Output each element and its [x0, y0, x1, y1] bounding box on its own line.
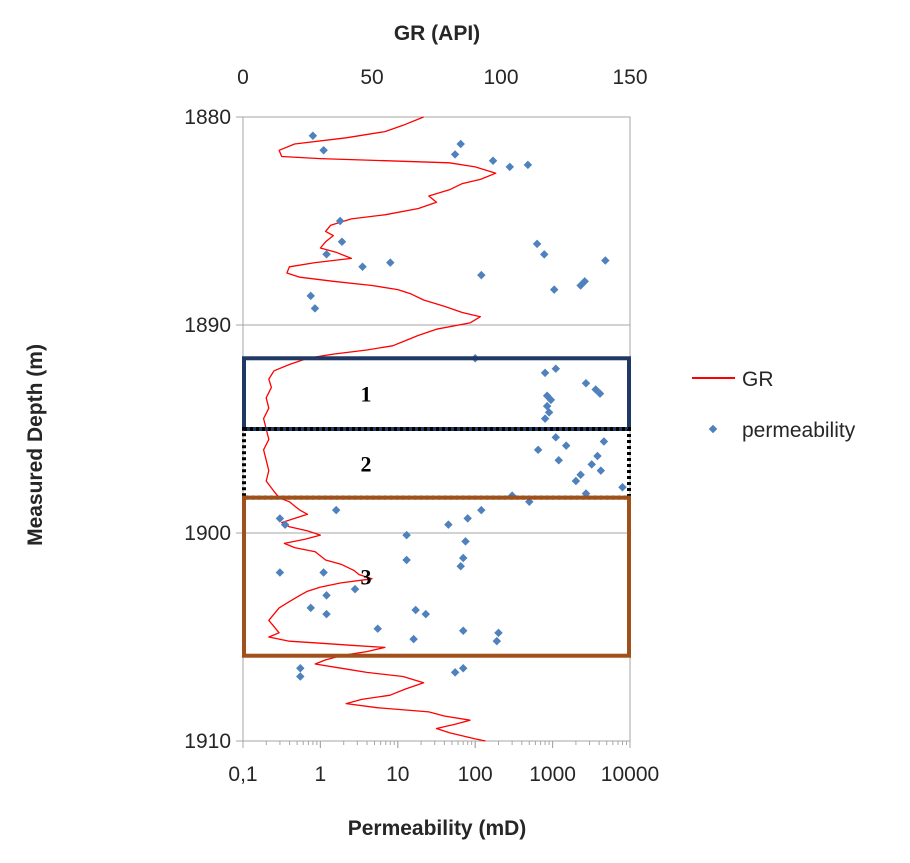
- permeability-point: [331, 505, 341, 515]
- permeability-point: [322, 591, 331, 600]
- permeability-point: [296, 663, 305, 673]
- legend-gr-label: GR: [742, 368, 774, 391]
- permeability-point: [319, 146, 328, 155]
- permeability-point: [593, 451, 602, 461]
- legend-permeability-marker: [708, 424, 718, 434]
- y-tick-label: 1910: [184, 730, 231, 753]
- permeability-point: [458, 553, 468, 563]
- permeability-point: [492, 636, 502, 646]
- permeability-point: [477, 505, 486, 515]
- permeability-point: [458, 626, 468, 636]
- permeability-point: [549, 285, 559, 294]
- permeability-point: [551, 364, 561, 373]
- permeability-point: [596, 466, 606, 475]
- bottom-tick-label: 0,1: [228, 763, 257, 786]
- bottom-tick-label: 1000: [529, 763, 576, 786]
- permeability-point: [533, 445, 543, 455]
- permeability-point: [544, 408, 554, 417]
- y-axis-ticks: 1880 1890 1900 1910: [184, 106, 231, 753]
- y-tick-label: 1890: [184, 314, 231, 337]
- zone-1-box: [242, 356, 631, 431]
- permeability-point: [540, 250, 549, 259]
- permeability-point: [532, 239, 542, 249]
- zone-2-box: [242, 427, 631, 500]
- bottom-tick-label: 10000: [601, 763, 659, 786]
- permeability-point: [488, 156, 498, 165]
- permeability-point: [540, 368, 550, 378]
- permeability-point: [523, 160, 533, 170]
- permeability-point: [319, 568, 328, 577]
- top-tick-label: 0: [237, 66, 249, 89]
- top-axis-ticks: 0 50 100 150: [237, 66, 647, 89]
- top-axis-title: GR (API): [394, 22, 480, 45]
- top-tick-label: 50: [360, 66, 383, 89]
- permeability-point: [463, 514, 472, 523]
- bottom-tick-label: 10: [386, 763, 409, 786]
- permeability-point: [308, 131, 318, 140]
- permeability-point: [461, 537, 470, 546]
- permeability-point: [450, 150, 460, 159]
- y-tick-label: 1900: [184, 522, 231, 545]
- permeability-point: [335, 216, 345, 226]
- y-tick-label: 1880: [184, 106, 231, 129]
- permeability-point: [587, 460, 596, 469]
- bottom-axis-ticks: 0,1 1 10 100 1000 10000: [228, 740, 659, 786]
- permeability-point: [358, 262, 367, 272]
- permeability-point: [561, 441, 571, 450]
- legend-permeability-label: permeability: [742, 419, 856, 442]
- permeability-point: [601, 256, 610, 265]
- permeability-point: [373, 624, 382, 633]
- permeability-point: [296, 672, 305, 681]
- permeability-point: [618, 482, 627, 492]
- permeability-point: [402, 530, 411, 540]
- permeability-point: [599, 437, 609, 446]
- permeability-point: [540, 414, 550, 423]
- bottom-tick-label: 100: [458, 763, 493, 786]
- zone-3-label: 3: [361, 565, 372, 590]
- permeability-point: [275, 514, 285, 523]
- permeability-point: [386, 258, 395, 267]
- zone-1-label: 1: [361, 382, 372, 407]
- permeability-point: [306, 291, 315, 301]
- permeability-point: [322, 609, 331, 619]
- permeability-point: [306, 603, 315, 613]
- permeability-point: [402, 555, 411, 565]
- permeability-point: [421, 609, 431, 619]
- zone-3-box: [242, 495, 631, 658]
- permeability-point: [494, 628, 503, 638]
- permeability-point: [350, 584, 360, 594]
- permeability-point: [458, 663, 468, 673]
- permeability-point: [456, 139, 465, 149]
- permeability-point: [576, 281, 585, 290]
- permeability-point: [409, 634, 418, 644]
- permeability-point: [551, 433, 561, 442]
- bottom-tick-label: 1: [315, 763, 327, 786]
- permeability-point: [275, 568, 285, 577]
- permeability-point: [322, 250, 331, 259]
- zone-2-label: 2: [361, 451, 372, 476]
- zone-boxes: 1 2 3: [242, 356, 631, 658]
- permeability-point: [576, 470, 585, 480]
- permeability-point: [581, 489, 591, 498]
- top-tick-label: 150: [612, 66, 647, 89]
- permeability-series: [275, 131, 627, 681]
- permeability-point: [310, 304, 320, 313]
- permeability-point: [444, 520, 453, 529]
- permeability-point: [280, 520, 290, 529]
- permeability-point: [477, 270, 486, 280]
- y-axis-title: Measured Depth (m): [24, 344, 47, 546]
- permeability-point: [505, 162, 515, 172]
- permeability-point: [571, 476, 581, 486]
- legend: GR permeability: [692, 368, 856, 442]
- top-tick-label: 100: [483, 66, 518, 89]
- permeability-point: [525, 497, 534, 507]
- permeability-point: [581, 378, 591, 388]
- permeability-point: [337, 237, 347, 247]
- bottom-axis-title: Permeability (mD): [348, 817, 527, 840]
- permeability-point: [456, 562, 465, 571]
- permeability-point: [554, 455, 563, 465]
- permeability-point: [450, 668, 460, 677]
- permeability-point: [411, 605, 420, 615]
